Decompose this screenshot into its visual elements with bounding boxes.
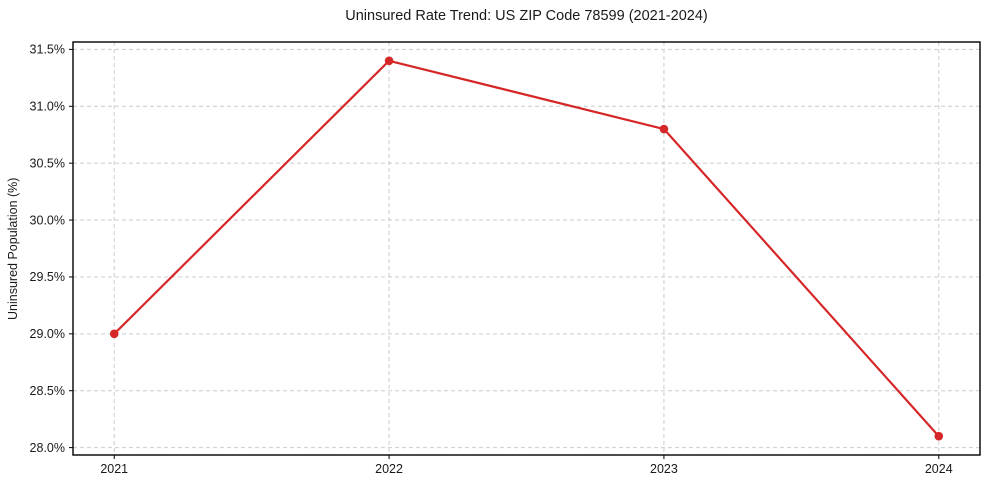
- x-tick-label: 2021: [100, 462, 128, 476]
- data-point: [934, 431, 944, 441]
- x-tick-label: 2022: [375, 462, 403, 476]
- plot-border: [72, 41, 981, 456]
- x-tick-label: 2024: [925, 462, 953, 476]
- data-point: [109, 329, 119, 339]
- y-tick-label: 29.0%: [30, 327, 65, 341]
- y-tick-label: 31.0%: [30, 100, 65, 114]
- chart-title: Uninsured Rate Trend: US ZIP Code 78599 …: [345, 8, 708, 24]
- x-tick-label: 2023: [650, 462, 678, 476]
- y-tick-label: 30.0%: [30, 213, 65, 227]
- trend-line: [113, 59, 940, 438]
- y-tick-label: 30.5%: [30, 156, 65, 170]
- y-tick-label: 28.0%: [30, 441, 65, 455]
- y-tick-label: 28.5%: [30, 384, 65, 398]
- data-point: [384, 56, 394, 66]
- data-point: [659, 124, 669, 134]
- y-tick-label: 31.5%: [30, 43, 65, 57]
- y-tick-label: 29.5%: [30, 270, 65, 284]
